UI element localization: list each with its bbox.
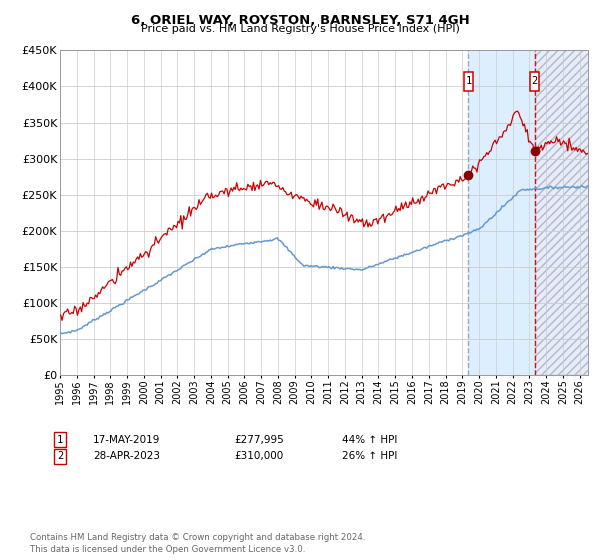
- Text: Price paid vs. HM Land Registry's House Price Index (HPI): Price paid vs. HM Land Registry's House …: [140, 24, 460, 34]
- Text: 6, ORIEL WAY, ROYSTON, BARNSLEY, S71 4GH: 6, ORIEL WAY, ROYSTON, BARNSLEY, S71 4GH: [131, 14, 469, 27]
- Text: Contains HM Land Registry data © Crown copyright and database right 2024.
This d: Contains HM Land Registry data © Crown c…: [30, 533, 365, 554]
- Text: 17-MAY-2019: 17-MAY-2019: [93, 435, 160, 445]
- FancyBboxPatch shape: [530, 72, 539, 91]
- Text: 1: 1: [466, 76, 472, 86]
- Bar: [469, 50, 535, 375]
- Bar: [535, 50, 600, 375]
- Text: 44% ↑ HPI: 44% ↑ HPI: [342, 435, 397, 445]
- Text: £277,995: £277,995: [234, 435, 284, 445]
- Text: 2: 2: [532, 76, 538, 86]
- Text: 26% ↑ HPI: 26% ↑ HPI: [342, 451, 397, 461]
- Text: £310,000: £310,000: [234, 451, 283, 461]
- Bar: [535, 50, 600, 375]
- Text: 2: 2: [57, 451, 63, 461]
- Text: 1: 1: [57, 435, 63, 445]
- FancyBboxPatch shape: [464, 72, 473, 91]
- Text: 28-APR-2023: 28-APR-2023: [93, 451, 160, 461]
